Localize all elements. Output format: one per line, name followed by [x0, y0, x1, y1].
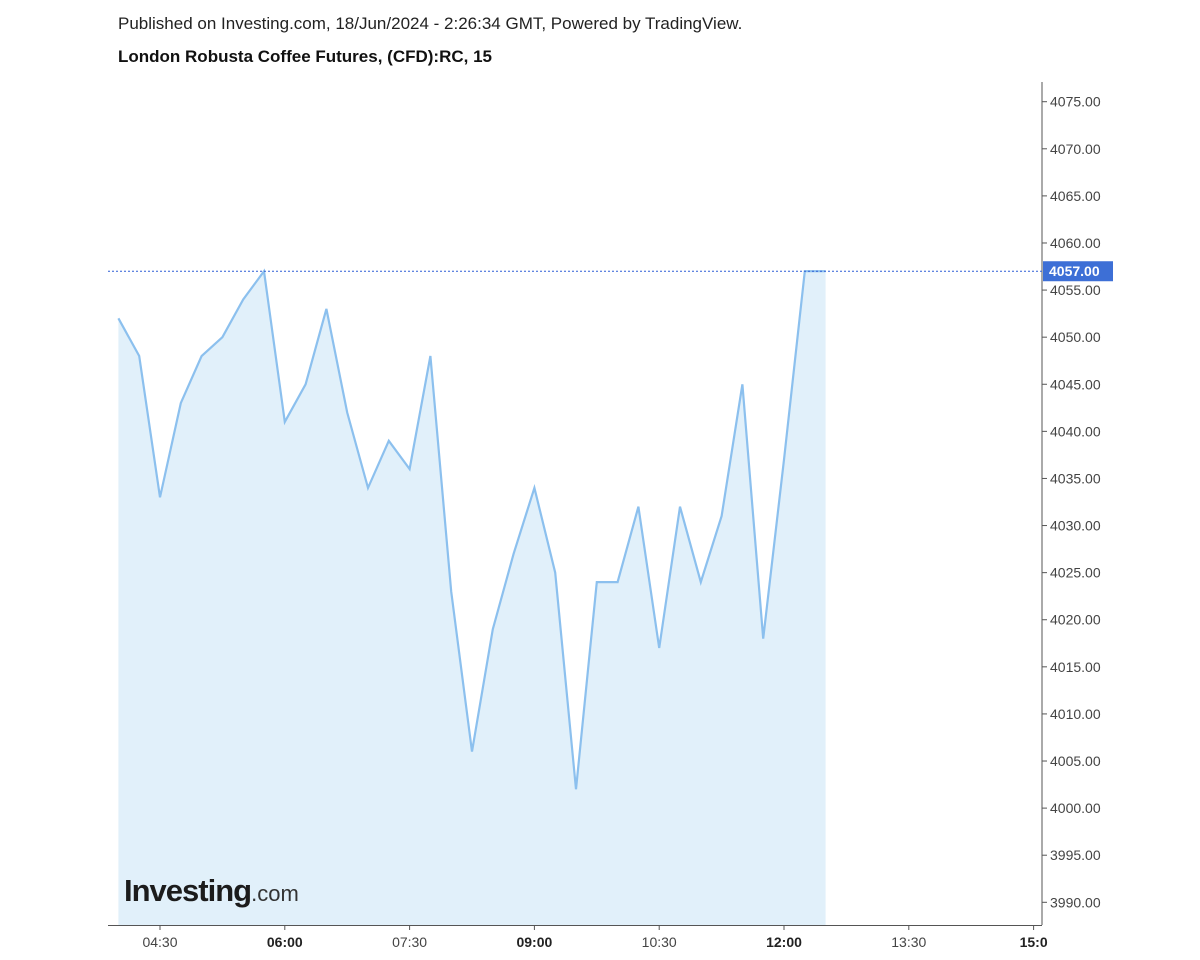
- x-tick-label: 04:30: [142, 934, 177, 950]
- axis-layer: [108, 82, 1043, 926]
- y-tick-label: 4065.00: [1050, 188, 1101, 204]
- y-tick-label: 4045.00: [1050, 376, 1101, 392]
- data-point: [138, 355, 140, 357]
- data-point: [596, 581, 598, 583]
- data-point: [741, 383, 743, 385]
- data-point: [409, 468, 411, 470]
- data-point: [159, 496, 161, 498]
- data-point: [117, 317, 119, 319]
- y-tick-label: 3990.00: [1050, 894, 1101, 910]
- y-tick-label: 4030.00: [1050, 518, 1101, 534]
- x-tick-layer: 04:30 06:00 07:30 09:00 10:30 12:00 13:30 15:0: [142, 925, 1048, 950]
- data-point: [679, 506, 681, 508]
- data-point: [471, 751, 473, 753]
- last-price-tag: [1043, 261, 1113, 282]
- data-point: [450, 591, 452, 593]
- data-point: [783, 459, 785, 461]
- data-point: [554, 572, 556, 574]
- data-point: [637, 506, 639, 508]
- area-layer: [118, 271, 826, 925]
- data-point: [284, 421, 286, 423]
- y-tick-label: 4000.00: [1050, 800, 1101, 816]
- y-tick-label: 4010.00: [1050, 706, 1101, 722]
- y-tick-label: 4040.00: [1050, 423, 1101, 439]
- y-tick-label: 4015.00: [1050, 659, 1101, 675]
- published-info: Published on Investing.com, 18/Jun/2024 …: [118, 14, 743, 33]
- y-tick-layer: 4075.00 4070.00 4065.00 4060.00 4055.00 4050.…: [1042, 94, 1101, 910]
- data-point: [346, 412, 348, 414]
- data-point: [617, 581, 619, 583]
- chart-title: London Robusta Coffee Futures, (CFD):RC,…: [118, 47, 492, 66]
- y-tick-label: 3995.00: [1050, 847, 1101, 863]
- data-point: [367, 487, 369, 489]
- y-tick-label: 4020.00: [1050, 612, 1101, 628]
- data-point: [242, 299, 244, 301]
- line-layer: [117, 268, 826, 790]
- y-tick-label: 4050.00: [1050, 329, 1101, 345]
- x-tick-label: 06:00: [267, 934, 303, 950]
- data-point: [513, 553, 515, 555]
- y-tick-label: 4055.00: [1050, 282, 1101, 298]
- data-point: [575, 788, 577, 790]
- data-point: [721, 515, 723, 517]
- last-price-label: 4057.00: [1049, 263, 1100, 279]
- data-point: [700, 581, 702, 583]
- data-point: [180, 402, 182, 404]
- price-layer: 4057.00: [108, 261, 1113, 282]
- data-point: [221, 336, 223, 338]
- data-point: [533, 487, 535, 489]
- y-tick-label: 4075.00: [1050, 94, 1101, 110]
- x-tick-label: 13:30: [891, 934, 926, 950]
- data-point: [388, 440, 390, 442]
- series-area: [118, 271, 826, 925]
- y-tick-label: 4070.00: [1050, 141, 1101, 157]
- x-tick-label: 10:30: [642, 934, 677, 950]
- series-line: [117, 268, 826, 790]
- data-point: [429, 355, 431, 357]
- logo-suffix-text: .com: [251, 881, 299, 906]
- data-point: [201, 355, 203, 357]
- data-point: [305, 383, 307, 385]
- data-point: [762, 638, 764, 640]
- x-tick-label: 12:00: [766, 934, 802, 950]
- investing-logo[interactable]: Investing.com: [124, 873, 299, 909]
- x-tick-label: 15:0: [1020, 934, 1048, 950]
- x-tick-label: 07:30: [392, 934, 427, 950]
- data-point: [492, 628, 494, 630]
- data-point: [658, 647, 660, 649]
- y-tick-label: 4035.00: [1050, 470, 1101, 486]
- y-tick-label: 4025.00: [1050, 565, 1101, 581]
- y-tick-label: 4005.00: [1050, 753, 1101, 769]
- data-point: [325, 308, 327, 310]
- y-tick-label: 4060.00: [1050, 235, 1101, 251]
- x-tick-label: 09:00: [516, 934, 552, 950]
- logo-main-text: Investing: [124, 873, 252, 908]
